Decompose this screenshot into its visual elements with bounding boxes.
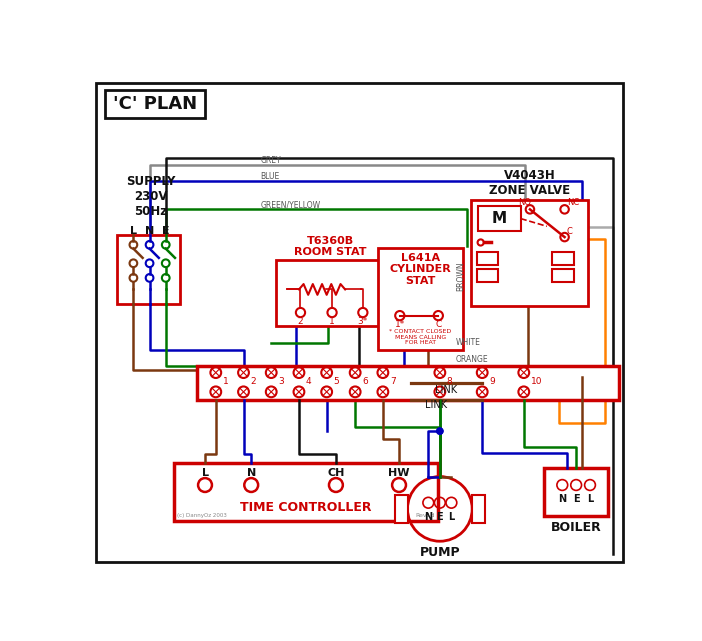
Text: SUPPLY
230V
50Hz: SUPPLY 230V 50Hz (126, 175, 176, 218)
Text: L: L (449, 512, 454, 522)
FancyBboxPatch shape (117, 235, 180, 304)
Text: L: L (201, 469, 208, 478)
Text: T6360B
ROOM STAT: T6360B ROOM STAT (294, 235, 366, 257)
Text: E: E (162, 226, 170, 236)
Text: E: E (573, 494, 579, 504)
Text: M: M (491, 211, 507, 226)
Text: V4043H
ZONE VALVE: V4043H ZONE VALVE (489, 169, 571, 197)
Text: ORANGE: ORANGE (456, 355, 489, 364)
Text: BOILER: BOILER (551, 521, 602, 534)
FancyBboxPatch shape (105, 90, 205, 118)
Text: 1: 1 (329, 317, 335, 326)
FancyBboxPatch shape (197, 365, 619, 401)
Text: 3*: 3* (358, 317, 368, 326)
Text: LINK: LINK (425, 400, 447, 410)
FancyBboxPatch shape (552, 253, 574, 265)
Text: GREEN/YELLOW: GREEN/YELLOW (260, 200, 321, 209)
FancyBboxPatch shape (378, 248, 463, 349)
Text: 8: 8 (446, 378, 453, 387)
Text: BROWN: BROWN (456, 261, 465, 290)
Circle shape (437, 428, 443, 434)
Text: TIME CONTROLLER: TIME CONTROLLER (240, 501, 371, 514)
FancyBboxPatch shape (174, 463, 437, 521)
Text: N: N (558, 494, 567, 504)
Text: NC: NC (567, 197, 579, 207)
Text: L: L (587, 494, 593, 504)
Text: (c) DannyOz 2003: (c) DannyOz 2003 (178, 513, 227, 519)
Text: L641A
CYLINDER
STAT: L641A CYLINDER STAT (390, 253, 451, 286)
Text: N: N (145, 226, 154, 236)
Text: 4: 4 (306, 378, 312, 387)
Text: 3: 3 (278, 378, 284, 387)
FancyBboxPatch shape (544, 468, 609, 516)
Circle shape (437, 428, 443, 434)
Text: Rev1d: Rev1d (415, 513, 435, 519)
Text: 5: 5 (333, 378, 339, 387)
Text: HW: HW (388, 469, 410, 478)
Text: 7: 7 (390, 378, 395, 387)
Text: L: L (130, 226, 137, 236)
Text: LINK: LINK (435, 385, 457, 395)
FancyBboxPatch shape (472, 495, 484, 523)
Text: 9: 9 (489, 378, 495, 387)
Text: N: N (424, 512, 432, 522)
FancyBboxPatch shape (95, 83, 623, 562)
Text: 1*: 1* (395, 320, 405, 329)
Text: GREY: GREY (260, 156, 281, 165)
Text: E: E (437, 512, 443, 522)
Text: 10: 10 (531, 378, 542, 387)
FancyBboxPatch shape (472, 200, 588, 306)
Text: CH: CH (327, 469, 345, 478)
Text: 6: 6 (362, 378, 368, 387)
Text: * CONTACT CLOSED
MEANS CALLING
FOR HEAT: * CONTACT CLOSED MEANS CALLING FOR HEAT (390, 329, 451, 345)
FancyBboxPatch shape (478, 206, 521, 231)
Text: N: N (246, 469, 256, 478)
Text: C: C (435, 320, 442, 329)
FancyBboxPatch shape (276, 260, 385, 326)
Text: BLUE: BLUE (260, 172, 279, 181)
Text: 1: 1 (223, 378, 228, 387)
Text: 2: 2 (298, 317, 303, 326)
FancyBboxPatch shape (552, 269, 574, 282)
FancyBboxPatch shape (395, 495, 408, 523)
Text: NO: NO (518, 197, 531, 207)
Text: 2: 2 (251, 378, 256, 387)
Text: C: C (567, 227, 573, 236)
Text: 'C' PLAN: 'C' PLAN (113, 95, 197, 113)
FancyBboxPatch shape (477, 269, 498, 282)
FancyBboxPatch shape (477, 253, 498, 265)
Text: PUMP: PUMP (420, 545, 461, 558)
Text: WHITE: WHITE (456, 338, 481, 347)
